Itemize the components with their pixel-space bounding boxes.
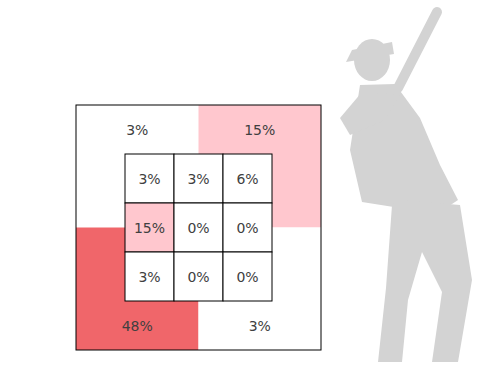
zone-cell: [125, 203, 174, 252]
zone-cell: [223, 203, 272, 252]
zone-cell: [174, 203, 223, 252]
cell-label: 0%: [236, 220, 258, 236]
outer-label: 3%: [126, 122, 148, 138]
cells: [76, 105, 321, 350]
cell-label: 0%: [236, 269, 258, 285]
cell-label: 3%: [138, 171, 160, 187]
outer-frame: [76, 105, 321, 350]
outer-label: 48%: [122, 318, 153, 334]
cell-label: 3%: [187, 171, 209, 187]
cell-label: 0%: [187, 220, 209, 236]
zone-cell: [125, 252, 174, 301]
chart: 3% 15% 48% 3% 3% 3% 6% 15% 0% 0% 3% 0% 0%: [0, 0, 501, 373]
outer-label: 15%: [244, 122, 275, 138]
batter-silhouette: [340, 12, 472, 362]
cell-label: 0%: [187, 269, 209, 285]
zone-cell: [223, 252, 272, 301]
zone-cell: [223, 154, 272, 203]
legs: [378, 200, 472, 362]
cell-label: 15%: [134, 220, 165, 236]
labels: 3% 15% 48% 3% 3% 3% 6% 15% 0% 0% 3% 0% 0%: [122, 122, 276, 334]
zone-cell: [125, 154, 174, 203]
cap: [346, 42, 394, 62]
arms: [340, 92, 400, 135]
outer-label: 3%: [249, 318, 271, 334]
zone-cell: [174, 154, 223, 203]
zone-cell: [174, 252, 223, 301]
cell-label: 3%: [138, 269, 160, 285]
bat: [398, 12, 437, 88]
cell-label: 6%: [236, 171, 258, 187]
